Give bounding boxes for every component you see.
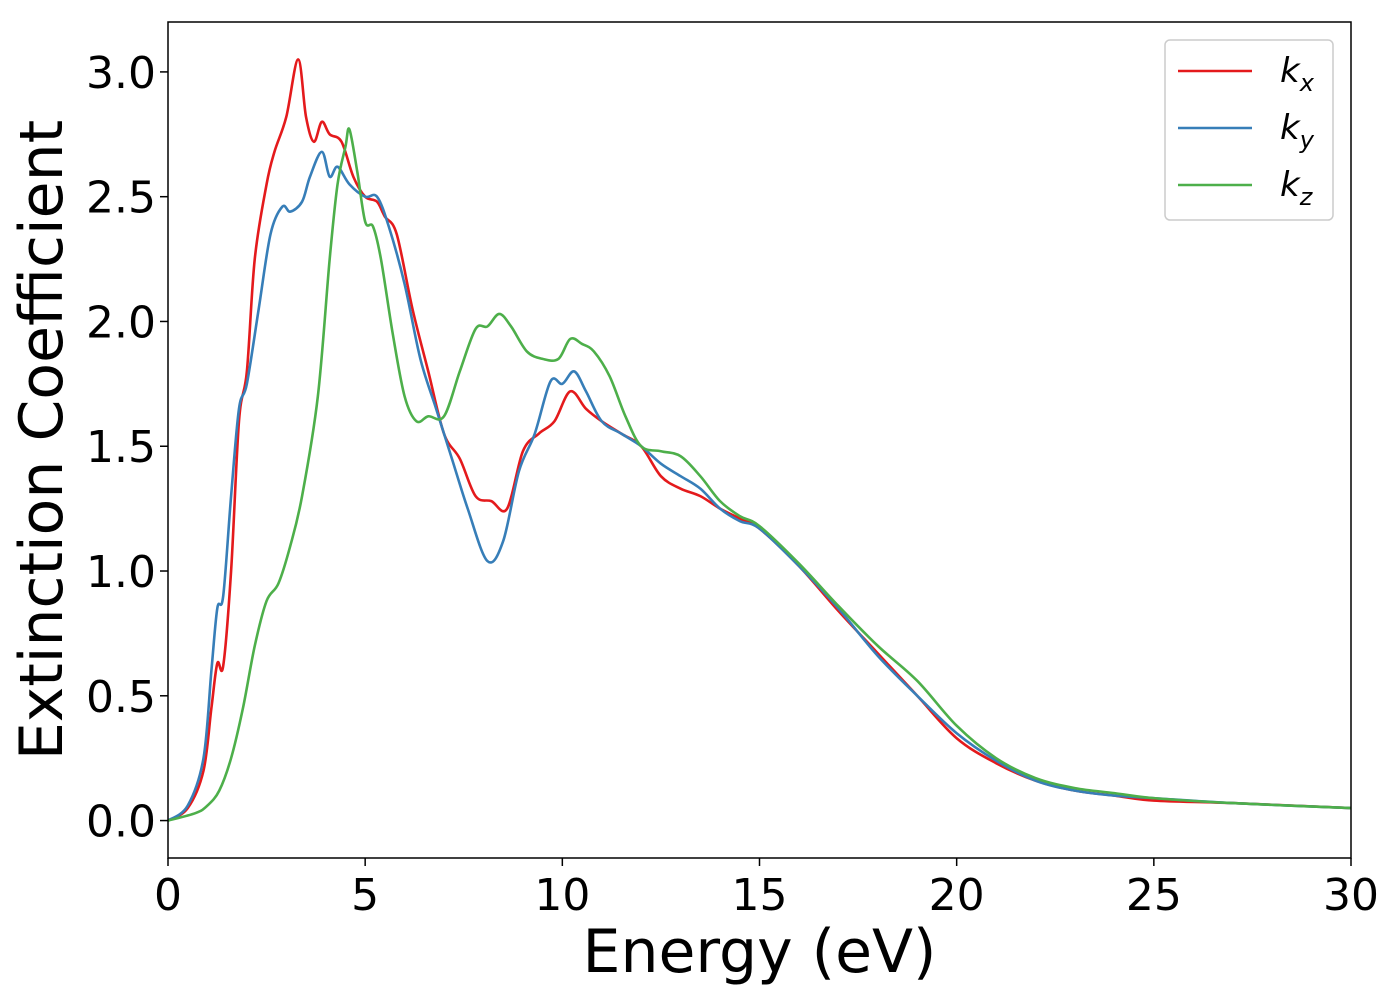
x-tick-label: 20 <box>929 870 985 921</box>
y-tick-label: 0.5 <box>86 672 156 723</box>
y-tick-label: 1.5 <box>86 422 156 473</box>
y-tick-label: 2.0 <box>86 297 156 348</box>
series-layer <box>168 58 1351 822</box>
series-line-y <box>168 150 1351 822</box>
x-tick-label: 25 <box>1126 870 1182 921</box>
x-tick-label: 5 <box>351 870 379 921</box>
legend-box <box>1164 39 1334 221</box>
y-tick-label: 1.0 <box>86 547 156 598</box>
x-axis-title: Energy (eV) <box>583 917 937 987</box>
x-tick-label: 10 <box>534 870 590 921</box>
x-tick-label: 0 <box>154 870 182 921</box>
legend-label-y: ky <box>1280 108 1315 154</box>
y-axis-ticks: 0.0 0.5 1.0 1.5 2.0 2.5 3.0 <box>86 48 168 848</box>
legend-label-x: kx <box>1280 51 1315 97</box>
legend-label-z: kz <box>1280 165 1314 211</box>
y-tick-label: 2.5 <box>86 173 156 224</box>
x-tick-label: 15 <box>732 870 788 921</box>
y-axis-title: Extinction Coefficient <box>7 120 77 760</box>
y-tick-label: 0.0 <box>86 797 156 848</box>
y-tick-label: 3.0 <box>86 48 156 99</box>
x-tick-label: 30 <box>1323 870 1379 921</box>
legend: kx ky kz <box>1164 39 1334 221</box>
series-line-z <box>168 127 1351 822</box>
x-axis-ticks: 0 5 10 15 20 25 30 <box>154 858 1379 921</box>
